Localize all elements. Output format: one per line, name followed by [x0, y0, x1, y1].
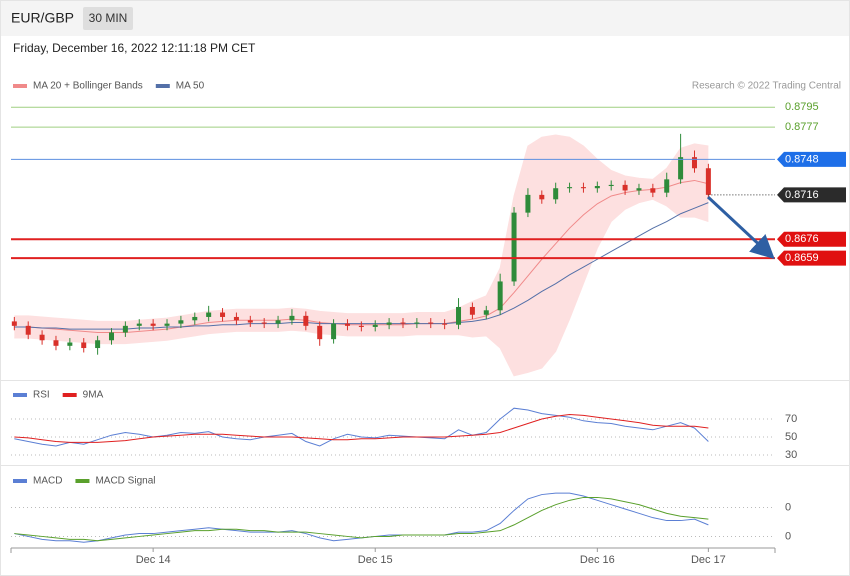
candle-body	[400, 322, 406, 324]
candle-body	[511, 212, 517, 282]
legend-swatch	[155, 84, 170, 88]
candle-body	[705, 168, 711, 195]
candle-body	[483, 310, 489, 315]
candle-body	[691, 157, 697, 169]
legend-label: MA 50	[176, 81, 205, 92]
candle-body	[39, 334, 45, 341]
candle-body	[553, 188, 559, 200]
level-tag	[777, 250, 846, 266]
candle-body	[261, 322, 267, 324]
candle-body	[622, 184, 628, 191]
x-tick-label: Dec 14	[136, 554, 171, 566]
legend-label: MACD	[33, 476, 62, 487]
candle-body	[164, 323, 170, 326]
plot-area: 0.8795 0.8777 0.8748 0.8716 0.8676 0.8659 MA 2…	[10, 81, 846, 566]
candle-body	[303, 315, 309, 326]
candle-body	[386, 322, 392, 325]
level-label: 0.8676	[785, 233, 819, 245]
credit: Research © 2022 Trading Central	[692, 81, 841, 92]
level-tag	[777, 231, 846, 247]
level-label: 0.8716	[785, 189, 819, 201]
candle-body	[122, 325, 128, 333]
candle-body	[539, 194, 545, 200]
forecast-arrow	[706, 195, 775, 260]
candle-body	[53, 340, 59, 346]
legend-label: RSI	[33, 390, 50, 401]
candle-body	[636, 188, 642, 191]
bollinger-fill	[14, 134, 709, 376]
x-tick-label: Dec 15	[358, 554, 393, 566]
candle-body	[247, 320, 253, 323]
candle-body	[428, 322, 434, 324]
candle-body	[678, 157, 684, 180]
candle-body	[220, 312, 226, 317]
interval-badge[interactable]	[83, 7, 133, 30]
candle-body	[275, 320, 281, 324]
candle-body	[344, 323, 350, 326]
legend-swatch	[13, 479, 27, 483]
bollinger-lower	[14, 198, 709, 377]
candle-body	[358, 325, 364, 327]
candle-body	[178, 320, 184, 324]
x-tick-label: Dec 17	[691, 554, 726, 566]
candle-body	[81, 342, 87, 349]
candle-body	[650, 188, 656, 193]
candle-body	[11, 321, 17, 326]
candle-body	[95, 340, 101, 349]
candle-body	[414, 322, 420, 324]
candle-body	[289, 315, 295, 321]
legend-swatch	[75, 479, 90, 483]
candle-body	[442, 323, 448, 325]
level-label: 0.8795	[785, 101, 819, 113]
level-label: 0.8659	[785, 252, 819, 264]
x-tick-label: Dec 16	[580, 554, 615, 566]
y-tick-label: 50	[785, 431, 797, 443]
candle-body	[456, 306, 462, 325]
indicator-line	[14, 496, 709, 542]
candle-body	[25, 325, 31, 335]
y-tick-label: 70	[785, 413, 797, 425]
candle-body	[150, 323, 156, 326]
legend-swatch	[62, 393, 77, 397]
candle-body	[469, 306, 475, 315]
level-label: 0.8777	[785, 121, 819, 133]
interval[interactable]: 30 MIN	[89, 11, 128, 25]
candle-body	[525, 194, 531, 213]
level-tag	[777, 151, 846, 167]
candle-body	[136, 323, 142, 326]
candle-body	[608, 184, 614, 187]
indicator-line	[14, 413, 709, 443]
symbol: EUR/GBP	[11, 10, 74, 26]
candle-body	[317, 325, 323, 340]
legend-label: MACD Signal	[95, 476, 155, 487]
candle-body	[372, 324, 378, 327]
candle-body	[233, 316, 239, 321]
level-label: 0.8748	[785, 153, 819, 165]
candle-body	[664, 179, 670, 193]
y-tick-label: 0	[785, 501, 791, 513]
candle-body	[192, 316, 198, 321]
candle-body	[206, 312, 212, 317]
candle-body	[567, 187, 573, 189]
candle-body	[580, 187, 586, 189]
legend-swatch	[13, 393, 27, 397]
candle-body	[331, 323, 337, 340]
level-tag	[777, 187, 846, 203]
timestamp: Friday, December 16, 2022 12:11:18 PM CE…	[13, 41, 256, 55]
candle-body	[67, 342, 73, 346]
legend-label: 9MA	[83, 390, 104, 401]
candle-body	[594, 186, 600, 189]
y-tick-label: 0	[785, 530, 791, 542]
legend-label: MA 20 + Bollinger Bands	[33, 81, 143, 92]
header-bar	[1, 1, 849, 36]
candle-body	[497, 281, 503, 311]
indicator-line	[14, 407, 709, 447]
legend-swatch	[13, 84, 27, 88]
candle-body	[108, 332, 114, 341]
bollinger-upper	[14, 134, 709, 322]
y-tick-label: 30	[785, 449, 797, 461]
